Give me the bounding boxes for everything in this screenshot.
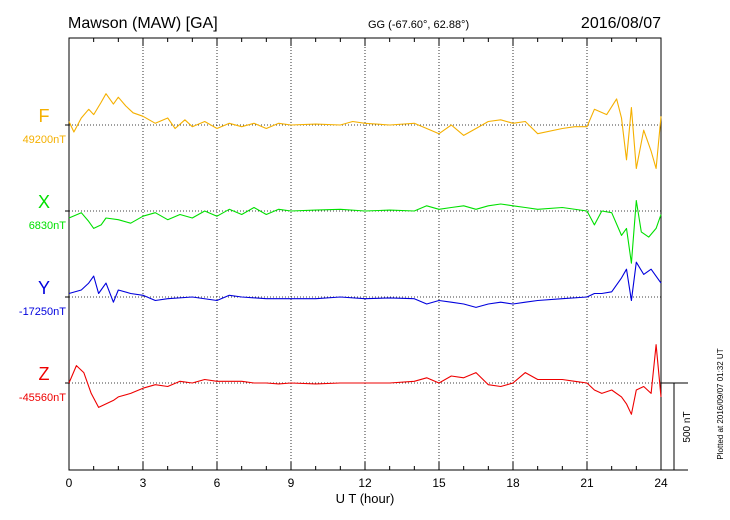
station-title: Mawson (MAW) [GA] <box>68 15 218 32</box>
series-line <box>68 200 662 264</box>
series-z: Z -45560nT <box>19 344 662 415</box>
series-f: F 49200nT <box>23 93 662 170</box>
x-axis-label: U T (hour) <box>336 491 395 506</box>
series-line <box>68 261 662 308</box>
baseline-value: -45560nT <box>19 392 66 404</box>
baseline-value: 6830nT <box>29 220 67 232</box>
x-tick-label: 24 <box>654 476 668 490</box>
plot-date: 2016/08/07 <box>581 15 661 32</box>
x-tick-label: 12 <box>358 476 372 490</box>
series-name: Y <box>38 278 50 298</box>
vertical-grid <box>142 38 588 470</box>
x-tick-label: 3 <box>140 476 147 490</box>
x-tick-label: 9 <box>288 476 295 490</box>
series-line <box>68 344 662 415</box>
series-name: X <box>38 192 50 212</box>
scale-bar-label: 500 nT <box>682 411 693 442</box>
x-tick-label: 18 <box>506 476 520 490</box>
series-y: Y -17250nT <box>19 261 662 318</box>
series-line <box>68 93 662 170</box>
series-x: X 6830nT <box>29 192 662 264</box>
series-name: Z <box>39 364 50 384</box>
scale-bar <box>661 382 688 471</box>
baseline-value: 49200nT <box>23 134 67 146</box>
x-tick-label: 6 <box>214 476 221 490</box>
axis-ticks <box>68 38 662 470</box>
x-tick-labels: 0 3 6 9 12 15 18 21 24 <box>66 476 668 490</box>
series-name: F <box>39 106 50 126</box>
plotted-note: Plotted at 2016/09/07 01:32 UT <box>716 348 725 459</box>
series-layer: F 49200nT X 6830nT Y -17250nT Z -45560nT <box>19 93 662 415</box>
x-tick-label: 21 <box>580 476 594 490</box>
baseline-value: -17250nT <box>19 306 66 318</box>
station-coords: GG (-67.60°, 62.88°) <box>368 19 469 31</box>
x-tick-label: 0 <box>66 476 73 490</box>
x-tick-label: 15 <box>432 476 446 490</box>
